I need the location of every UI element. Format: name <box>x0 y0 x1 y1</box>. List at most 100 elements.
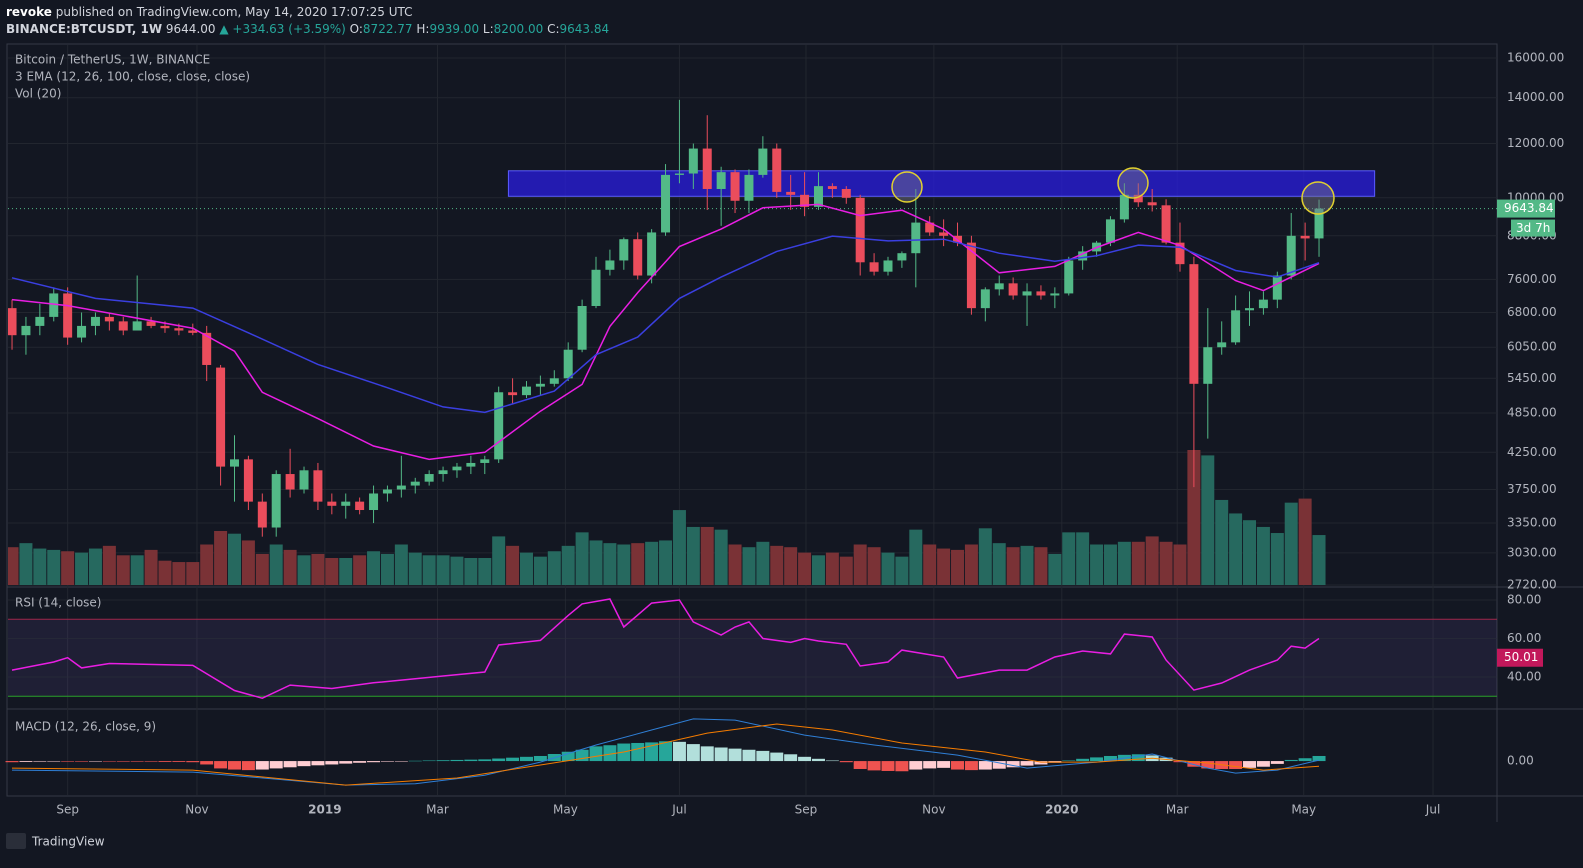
candle-body <box>688 148 698 174</box>
candle-body <box>1161 205 1171 243</box>
x-tick-label: Mar <box>1166 803 1189 817</box>
candle-body <box>619 239 629 261</box>
candle-body <box>382 489 392 494</box>
macd-histogram-bar <box>519 756 533 762</box>
volume-bar <box>1020 545 1034 585</box>
macd-histogram-bar <box>978 761 992 770</box>
volume-bar <box>825 552 839 585</box>
macd-histogram-bar <box>881 761 895 771</box>
volume-bar <box>1117 541 1131 585</box>
countdown-box <box>1511 219 1555 237</box>
candle-body <box>1022 291 1032 296</box>
candle-body <box>202 332 212 365</box>
x-tick-label: Sep <box>56 803 79 817</box>
volume-bar <box>645 541 659 585</box>
y-tick-label: 4250.00 <box>1507 445 1557 459</box>
candle-body <box>480 459 490 463</box>
macd-histogram-bar <box>686 744 700 762</box>
candle-body <box>49 293 59 317</box>
volume-bar <box>269 544 283 585</box>
legend-ema: 3 EMA (12, 26, 100, close, close, close) <box>15 70 250 84</box>
candle-body <box>1314 208 1324 239</box>
macd-histogram-bar <box>1020 761 1034 766</box>
volume-bar <box>811 555 825 585</box>
volume-bar <box>1201 455 1215 585</box>
volume-bar <box>172 562 186 585</box>
volume-bar <box>144 549 158 585</box>
volume-bar <box>1090 544 1104 585</box>
annotation-circles <box>891 167 1335 215</box>
y-tick-label: 16000.00 <box>1507 51 1564 65</box>
volume-bar <box>464 558 478 585</box>
candle-body <box>369 493 379 511</box>
macd-histogram-bar <box>728 748 742 762</box>
volume-bar <box>1187 450 1201 585</box>
macd-histogram-bar <box>116 761 130 762</box>
macd-histogram-bar <box>964 761 978 771</box>
macd-histogram-bar <box>1076 758 1090 762</box>
volume-bar <box>853 544 867 585</box>
macd-histogram-bar <box>19 761 33 762</box>
volume-bar <box>130 555 144 585</box>
volume-bar <box>909 529 923 585</box>
resistance-zone <box>507 170 1376 197</box>
volume-bar <box>380 553 394 585</box>
candle-body <box>341 501 351 506</box>
macd-tick-label: 0.00 <box>1507 754 1534 768</box>
macd-histogram-bar <box>714 747 728 762</box>
volume-bar <box>255 553 269 585</box>
volume-bar <box>214 531 228 585</box>
volume-bar <box>1312 535 1326 585</box>
volume-bar <box>978 528 992 585</box>
x-tick-label: Mar <box>426 803 449 817</box>
y-tick-label: 6050.00 <box>1507 340 1557 354</box>
candle-body <box>355 501 365 511</box>
volume-bar <box>33 548 47 585</box>
macd-histogram-bar <box>1034 761 1048 765</box>
candle-body <box>63 293 73 338</box>
macd-histogram-bar <box>283 761 297 768</box>
y-tick-label: 5450.00 <box>1507 371 1557 385</box>
candle-body <box>591 269 601 306</box>
x-tick-label: 2020 <box>1045 803 1078 817</box>
macd-histogram-bar <box>422 760 436 762</box>
macd-histogram-bar <box>1270 761 1284 764</box>
y-tick-label: 7600.00 <box>1507 272 1557 286</box>
volume-bar <box>1270 533 1284 585</box>
candle-body <box>855 197 865 263</box>
candle-body <box>661 174 671 233</box>
macd-histogram-bar <box>1284 759 1298 762</box>
volume-bar <box>116 555 130 585</box>
last-price-label: 9643.84 <box>1504 201 1554 215</box>
volume-bar <box>339 558 353 585</box>
volume-bar <box>283 549 297 585</box>
macd-histogram-bar <box>200 761 214 765</box>
volume-bar <box>631 543 645 585</box>
candle-body <box>299 470 309 490</box>
candle-body <box>925 222 935 233</box>
macd-histogram-bar <box>367 761 381 763</box>
macd-histogram-bar <box>533 755 547 762</box>
macd-histogram-bar <box>255 761 269 770</box>
candle-body <box>716 172 726 189</box>
h-label: H: <box>416 22 429 36</box>
volume-bar <box>964 544 978 585</box>
volume-bar <box>422 555 436 585</box>
macd-histogram-bar <box>353 761 367 763</box>
candle-body <box>327 501 337 506</box>
macd-histogram-bar <box>1312 755 1326 762</box>
candle-body <box>35 316 45 326</box>
volume-bar <box>881 552 895 585</box>
candle-body <box>1147 202 1157 206</box>
macd-histogram-bar <box>742 749 756 762</box>
volume-bar <box>297 555 311 585</box>
candle-body <box>313 470 323 502</box>
candle-body <box>994 283 1004 290</box>
published: published on TradingView.com, May 14, 20… <box>56 5 413 19</box>
volume-bar <box>798 552 812 585</box>
macd-histogram-bar <box>214 761 228 769</box>
volume-bar <box>784 547 798 585</box>
rsi-line <box>11 598 1320 699</box>
macd-histogram-bar <box>839 761 853 763</box>
